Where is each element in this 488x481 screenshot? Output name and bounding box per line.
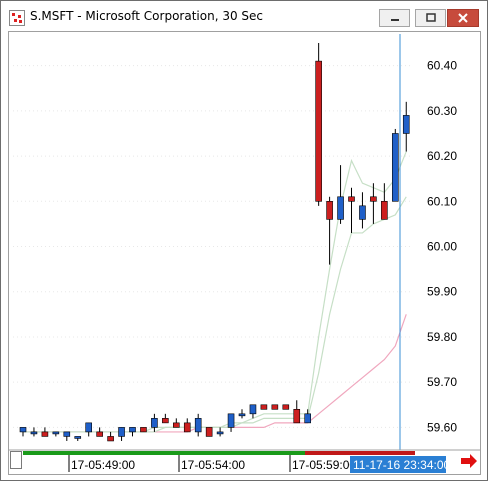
candle-body — [326, 201, 333, 220]
price-tick-label: 59.60 — [427, 420, 457, 434]
candle-body — [140, 427, 147, 433]
candle-body — [337, 196, 344, 220]
minimize-button[interactable] — [379, 9, 410, 27]
candle-body — [348, 196, 355, 202]
ma-slow-line — [23, 314, 407, 433]
candle-body — [315, 60, 322, 202]
price-chart[interactable]: 60.40 60.30 60.20 60.10 60.00 59.90 59.80 59.70… — [9, 32, 480, 474]
grid — [13, 65, 411, 428]
time-tick-label: 17-05:59:00 — [292, 458, 356, 472]
candle-body — [63, 431, 71, 437]
candle-body — [151, 418, 158, 428]
candle-body — [293, 409, 301, 424]
price-tick-label: 60.40 — [427, 59, 457, 73]
chart-app-icon — [9, 10, 25, 26]
candles — [19, 43, 410, 442]
maximize-icon — [425, 13, 436, 22]
candle-body — [96, 431, 103, 437]
candle-body — [216, 431, 224, 435]
candle-body — [30, 431, 38, 435]
candle-body — [85, 422, 92, 433]
candle-body — [194, 418, 202, 433]
crosshair-time-badge — [350, 456, 446, 473]
candle-body — [205, 427, 213, 437]
candle-body — [162, 418, 169, 424]
close-icon — [458, 13, 468, 23]
candle-body — [107, 436, 114, 442]
candle-body — [74, 436, 82, 439]
candle-body — [381, 201, 388, 220]
candle-body — [52, 431, 60, 435]
maximize-button[interactable] — [415, 9, 446, 27]
candle-body — [282, 404, 290, 410]
ma-fast-line — [23, 151, 407, 433]
crosshair-time-label: 11-17-16 23:34:00 — [353, 458, 451, 472]
ma-medium-line — [23, 196, 407, 433]
scroll-left-box[interactable] — [10, 451, 22, 469]
candle-body — [183, 422, 191, 433]
candle-body — [402, 115, 410, 134]
price-axis[interactable]: 60.40 60.30 60.20 60.10 60.00 59.90 59.80 59.70… — [427, 59, 457, 435]
candle-body — [271, 404, 279, 410]
volume-bar-down — [305, 451, 415, 455]
title-bar[interactable]: S.MSFT - Microsoft Corporation, 30 Sec — [1, 1, 487, 31]
price-tick-label: 60.10 — [427, 194, 457, 208]
candle-body — [129, 427, 136, 433]
window-title: S.MSFT - Microsoft Corporation, 30 Sec — [30, 9, 264, 23]
candle-body — [370, 196, 377, 202]
close-button[interactable] — [447, 9, 479, 27]
price-tick-label: 59.90 — [427, 285, 457, 299]
candle-body — [238, 413, 246, 417]
candle-body — [391, 133, 399, 202]
price-tick-label: 59.70 — [427, 375, 457, 389]
candle-body — [260, 404, 268, 410]
candle-body — [173, 422, 180, 428]
price-tick-label: 60.00 — [427, 240, 457, 254]
price-tick-label: 60.20 — [427, 149, 457, 163]
candle-body — [359, 205, 366, 220]
candle-body — [118, 427, 125, 437]
scroll-right-arrow-icon[interactable] — [459, 453, 479, 469]
time-axis[interactable]: 17-05:49:00 17-05:54:00 17-05:59:0011-17-1… — [9, 449, 480, 473]
candle-body — [41, 431, 49, 437]
time-tick-label: 17-05:54:00 — [181, 458, 245, 472]
candle-body — [227, 413, 235, 428]
time-tick-label: 17-05:49:00 — [71, 458, 135, 472]
moving-averages — [23, 151, 407, 433]
minimize-icon — [390, 19, 399, 21]
price-tick-label: 59.80 — [427, 330, 457, 344]
chart-area[interactable]: 60.40 60.30 60.20 60.10 60.00 59.90 59.80 59.70… — [8, 31, 481, 475]
candle-body — [19, 427, 27, 433]
price-tick-label: 60.30 — [427, 104, 457, 118]
candle-body — [304, 413, 312, 424]
volume-bar-up — [23, 451, 305, 455]
candle-body — [249, 404, 257, 415]
